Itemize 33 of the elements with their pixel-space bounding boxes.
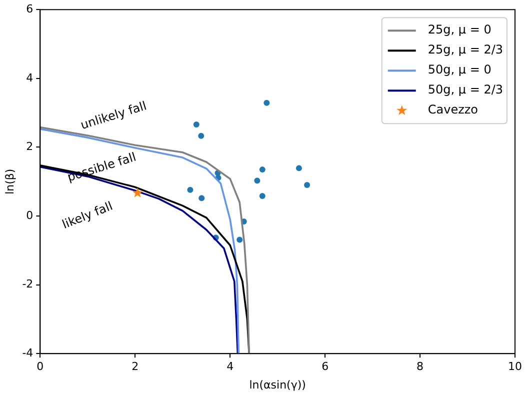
x-axis-title: ln(αsin(γ))	[249, 378, 306, 392]
point	[236, 236, 243, 243]
point	[304, 182, 310, 188]
annotation: unlikely fall	[78, 98, 148, 132]
x-tick-label: 0	[36, 360, 44, 374]
legend-label: 25g, μ = 0	[428, 22, 492, 37]
x-tick-label: 4	[226, 360, 234, 374]
point	[254, 178, 260, 184]
point	[198, 195, 205, 202]
legend-label: 25g, μ = 2/3	[428, 42, 504, 57]
point	[198, 132, 204, 139]
x-tick-label: 6	[322, 360, 329, 374]
x-tick-label: 8	[416, 360, 424, 374]
y-tick-label: 0	[26, 208, 34, 222]
y-tick-label: 4	[26, 71, 34, 84]
point	[187, 186, 194, 193]
x-tick-label: 10	[508, 360, 522, 374]
legend-label: Cavezzo	[428, 102, 478, 117]
point	[193, 121, 200, 128]
y-tick-label: -4	[22, 346, 34, 360]
y-tick-label: -2	[22, 278, 34, 291]
legend-label: 50g, μ = 2/3	[428, 82, 504, 97]
y-tick-label: 2	[26, 140, 34, 154]
point	[132, 187, 143, 198]
legend-label: 50g, μ = 0	[428, 62, 492, 77]
point	[264, 100, 270, 106]
point	[296, 165, 302, 172]
point	[259, 166, 266, 173]
y-tick-label: 6	[26, 2, 34, 16]
annotation: likely fall	[60, 198, 115, 232]
y-axis-title: ln(β)	[3, 168, 16, 194]
x-tick-label: 2	[132, 360, 139, 374]
point	[259, 193, 266, 200]
